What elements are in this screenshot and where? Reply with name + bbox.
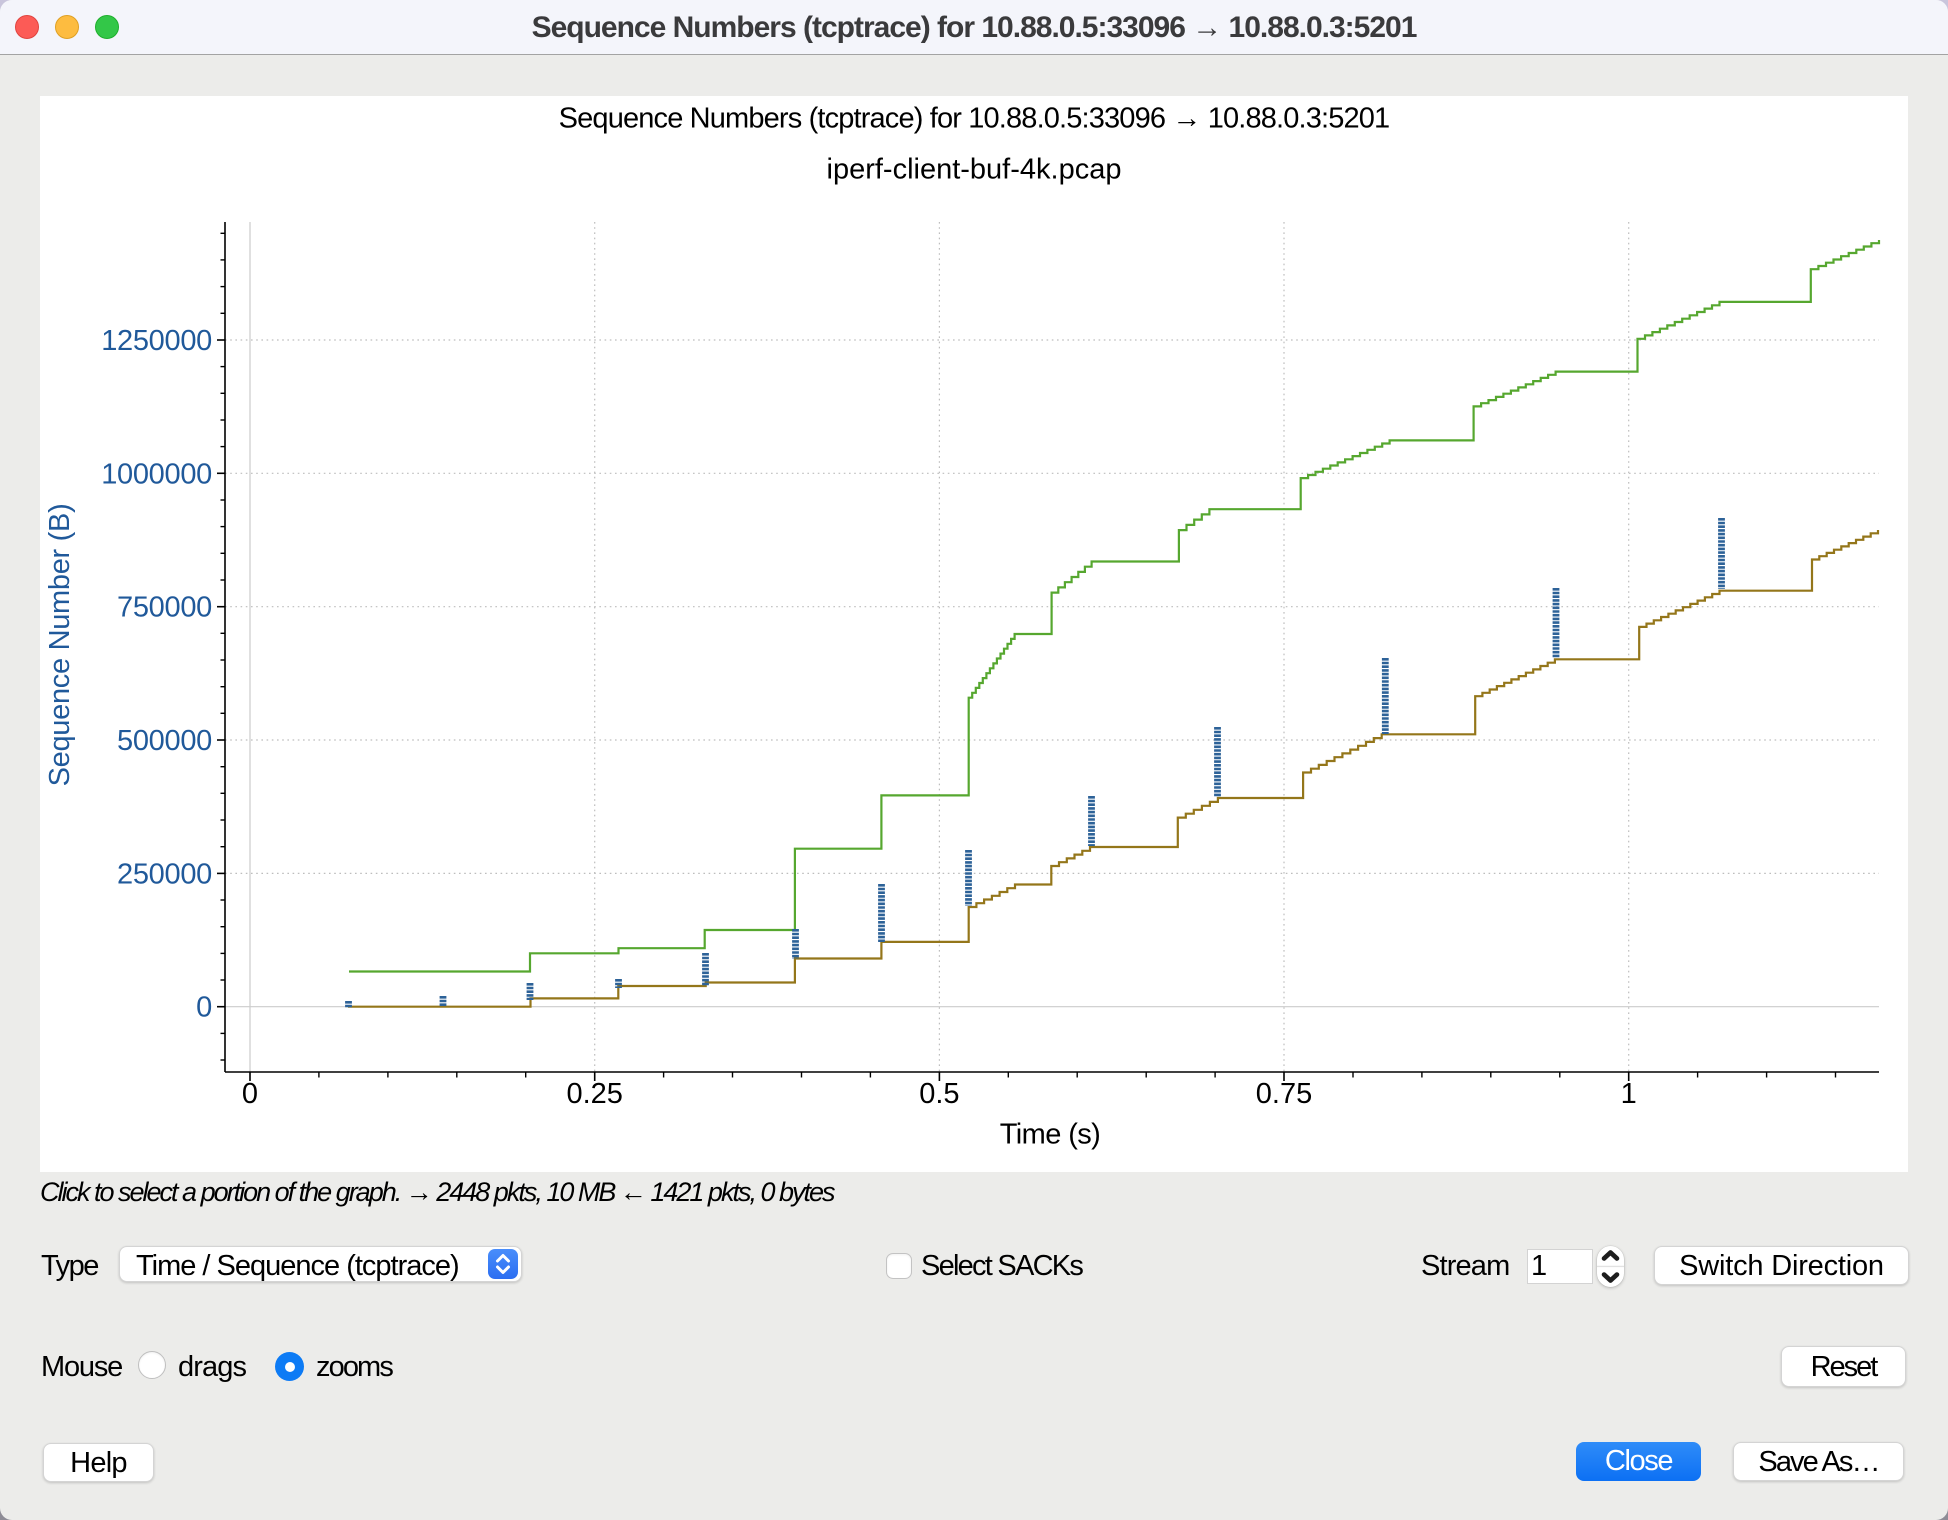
svg-text:0.75: 0.75 — [1256, 1078, 1312, 1110]
svg-text:iperf-client-buf-4k.pcap: iperf-client-buf-4k.pcap — [827, 154, 1122, 186]
svg-text:250000: 250000 — [117, 858, 212, 890]
svg-text:0: 0 — [196, 992, 212, 1024]
svg-text:Time (s): Time (s) — [1000, 1119, 1100, 1151]
svg-text:Sequence Number (B): Sequence Number (B) — [44, 504, 76, 787]
svg-text:1000000: 1000000 — [101, 458, 212, 490]
svg-text:750000: 750000 — [117, 592, 212, 624]
svg-text:500000: 500000 — [117, 725, 212, 757]
svg-text:0.5: 0.5 — [919, 1078, 959, 1110]
svg-text:0.25: 0.25 — [566, 1078, 622, 1110]
svg-text:Sequence Numbers (tcptrace) fo: Sequence Numbers (tcptrace) for 10.88.0.… — [559, 103, 1390, 135]
svg-text:1: 1 — [1621, 1078, 1637, 1110]
svg-text:1250000: 1250000 — [101, 325, 212, 357]
svg-text:0: 0 — [242, 1078, 258, 1110]
